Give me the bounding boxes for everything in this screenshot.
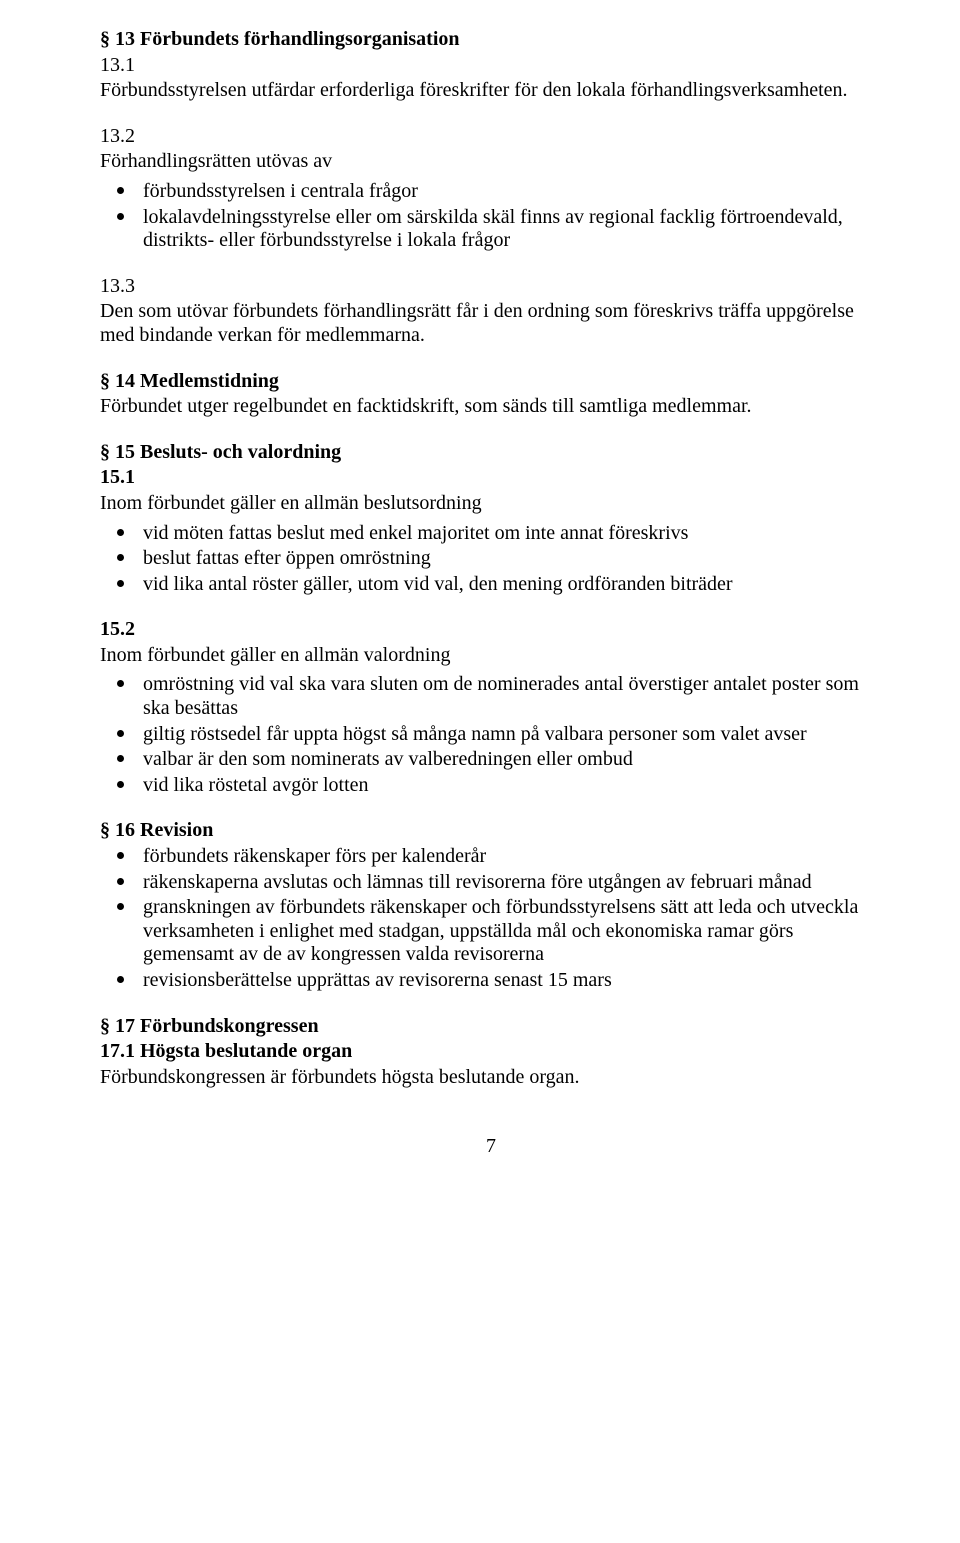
list-item: granskningen av förbundets räkenskaper o… xyxy=(117,896,882,967)
section-13-1-text: Förbundsstyrelsen utfärdar erforderliga … xyxy=(100,79,882,103)
section-13-1-number: 13.1 xyxy=(100,54,882,78)
list-item: lokalavdelningsstyrelse eller om särskil… xyxy=(117,206,882,253)
list-item: omröstning vid val ska vara sluten om de… xyxy=(117,673,882,720)
section-13-2-intro: Förhandlingsrätten utövas av xyxy=(100,150,882,174)
list-item: förbundets räkenskaper förs per kalender… xyxy=(117,845,882,869)
section-17-1-subheading: 17.1 Högsta beslutande organ xyxy=(100,1040,882,1064)
section-15-2-list: omröstning vid val ska vara sluten om de… xyxy=(100,673,882,797)
page-number: 7 xyxy=(100,1135,882,1159)
section-17-heading: § 17 Förbundskongressen xyxy=(100,1015,882,1039)
section-13-2-list: förbundsstyrelsen i centrala frågor loka… xyxy=(100,180,882,253)
section-15-1-intro: Inom förbundet gäller en allmän beslutso… xyxy=(100,492,882,516)
list-item: revisionsberättelse upprättas av revisor… xyxy=(117,969,882,993)
section-16-list: förbundets räkenskaper förs per kalender… xyxy=(100,845,882,993)
list-item: vid lika antal röster gäller, utom vid v… xyxy=(117,573,882,597)
section-13-3-text: Den som utövar förbundets förhandlingsrä… xyxy=(100,300,882,347)
section-17-1-text: Förbundskongressen är förbundets högsta … xyxy=(100,1066,882,1090)
list-item: vid lika röstetal avgör lotten xyxy=(117,774,882,798)
section-13-heading: § 13 Förbundets förhandlingsorganisation xyxy=(100,28,882,52)
list-item: förbundsstyrelsen i centrala frågor xyxy=(117,180,882,204)
section-14-heading: § 14 Medlemstidning xyxy=(100,370,882,394)
section-15-heading: § 15 Besluts- och valordning xyxy=(100,441,882,465)
section-13-3-number: 13.3 xyxy=(100,275,882,299)
section-15-1-list: vid möten fattas beslut med enkel majori… xyxy=(100,522,882,597)
section-15-2-number: 15.2 xyxy=(100,618,882,642)
list-item: giltig röstsedel får uppta högst så mång… xyxy=(117,723,882,747)
list-item: beslut fattas efter öppen omröstning xyxy=(117,547,882,571)
list-item: vid möten fattas beslut med enkel majori… xyxy=(117,522,882,546)
list-item: valbar är den som nominerats av valbered… xyxy=(117,748,882,772)
section-15-1-number: 15.1 xyxy=(100,466,882,490)
section-14-text: Förbundet utger regelbundet en facktidsk… xyxy=(100,395,882,419)
list-item: räkenskaperna avslutas och lämnas till r… xyxy=(117,871,882,895)
section-15-2-intro: Inom förbundet gäller en allmän valordni… xyxy=(100,644,882,668)
section-16-heading: § 16 Revision xyxy=(100,819,882,843)
section-13-2-number: 13.2 xyxy=(100,125,882,149)
